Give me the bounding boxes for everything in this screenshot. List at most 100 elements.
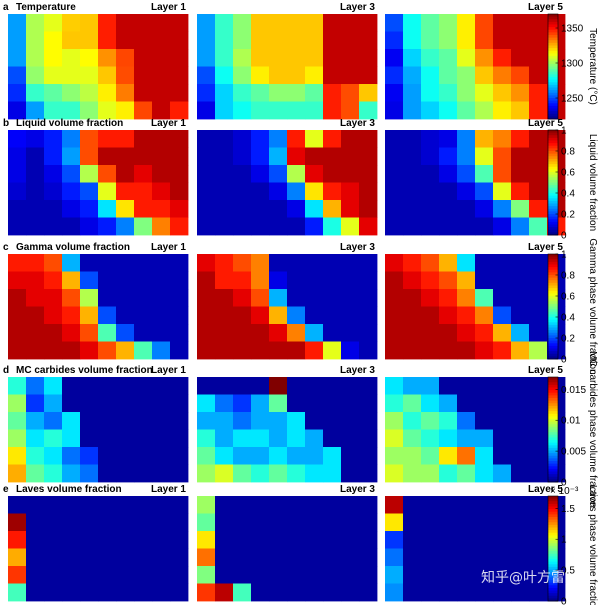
- heatmap-cell: [385, 84, 404, 102]
- heatmap-cell: [421, 548, 440, 567]
- heatmap-cell: [529, 324, 548, 342]
- heatmap-cell: [439, 182, 458, 201]
- heatmap-cell: [44, 254, 63, 272]
- heatmap-cell: [403, 412, 422, 430]
- heatmap-cell: [26, 49, 45, 67]
- colorbar-segment: [548, 40, 558, 44]
- colorbar-segment: [548, 461, 558, 465]
- heatmap-cell: [439, 49, 458, 67]
- heatmap-cell: [403, 447, 422, 465]
- heatmap-cell: [511, 341, 530, 360]
- heatmap-cell: [269, 271, 288, 290]
- heatmap-cell: [323, 289, 342, 307]
- heatmap-cell: [80, 394, 99, 413]
- heatmap-cell: [152, 49, 171, 67]
- heatmap-cell: [62, 217, 81, 236]
- colorbar-segment: [548, 405, 558, 409]
- colorbar-segment: [548, 261, 558, 265]
- colorbar-segment: [548, 193, 558, 197]
- heatmap-cell: [457, 412, 476, 430]
- heatmap-cell: [439, 289, 458, 307]
- heatmap-cell: [197, 254, 216, 272]
- heatmap-cell: [457, 548, 476, 567]
- colorbar-segment: [548, 166, 558, 170]
- heatmap-cell: [80, 412, 99, 430]
- colorbar-segment: [548, 390, 558, 394]
- heatmap-cell: [269, 130, 288, 148]
- heatmap-cell: [134, 341, 153, 360]
- heatmap-cell: [170, 583, 189, 602]
- heatmap-cell: [475, 583, 494, 602]
- heatmap-cell: [62, 496, 81, 514]
- heatmap-cell: [341, 306, 360, 325]
- heatmap-cell: [457, 254, 476, 272]
- heatmap-cell: [152, 429, 171, 448]
- colorbar-segment: [548, 203, 558, 207]
- heatmap-cell: [116, 324, 135, 342]
- colorbar-segment: [548, 577, 558, 581]
- heatmap-cell: [170, 217, 189, 236]
- heatmap-cell: [116, 583, 135, 602]
- heatmap-cell: [134, 583, 153, 602]
- heatmap-cell: [457, 84, 476, 102]
- heatmap-cell: [170, 496, 189, 514]
- heatmap-cell: [233, 447, 252, 465]
- heatmap-cell: [475, 513, 494, 532]
- heatmap-cell: [8, 513, 27, 532]
- heatmap-cell: [529, 101, 548, 120]
- heatmap-cell: [233, 289, 252, 307]
- colorbar-tick-label: 0.2: [561, 334, 575, 345]
- colorbar-segment: [548, 392, 558, 396]
- heatmap-cell: [323, 377, 342, 395]
- heatmap-cell: [493, 306, 512, 325]
- heatmap-cell: [197, 271, 216, 290]
- colorbar-segment: [548, 474, 558, 478]
- heatmap-cell: [385, 464, 404, 483]
- heatmap-cell: [359, 49, 378, 67]
- heatmap-cell: [62, 66, 81, 85]
- heatmap-cell: [457, 66, 476, 85]
- heatmap-cell: [439, 531, 458, 549]
- colorbar-segment: [548, 317, 558, 321]
- heatmap-cell: [323, 394, 342, 413]
- heatmap-cell: [341, 31, 360, 50]
- colorbar-segment: [548, 182, 558, 186]
- colorbar-segment: [548, 561, 558, 565]
- heatmap-cell: [44, 496, 63, 514]
- colorbar-segment: [548, 143, 558, 147]
- colorbar-segment: [548, 113, 558, 117]
- heatmap-cell: [152, 306, 171, 325]
- heatmap-cell: [98, 217, 117, 236]
- heatmap-cell: [8, 464, 27, 483]
- heatmap-cell: [341, 412, 360, 430]
- heatmap-cell: [511, 147, 530, 166]
- heatmap-cell: [359, 101, 378, 120]
- heatmap-cell: [511, 496, 530, 514]
- heatmap-cell: [170, 84, 189, 102]
- colorbar-segment: [548, 298, 558, 302]
- heatmap-cell: [170, 548, 189, 567]
- heatmap-cell: [8, 531, 27, 549]
- heatmap-cell: [385, 324, 404, 342]
- colorbar-segment: [548, 382, 558, 386]
- heatmap-cell: [269, 429, 288, 448]
- heatmap-cell: [341, 341, 360, 360]
- heatmap-cell: [170, 147, 189, 166]
- heatmap-cell: [421, 566, 440, 584]
- heatmap-cell: [511, 271, 530, 290]
- colorbar-segment: [548, 303, 558, 307]
- colorbar-segment: [548, 50, 558, 54]
- heatmap-cell: [215, 31, 234, 50]
- colorbar-tick-label: 0: [561, 478, 567, 489]
- heatmap-cell: [152, 324, 171, 342]
- heatmap-cell: [457, 341, 476, 360]
- heatmap-cell: [403, 147, 422, 166]
- heatmap-cell: [62, 412, 81, 430]
- heatmap-cell: [403, 531, 422, 549]
- heatmap-cell: [215, 464, 234, 483]
- heatmap-cell: [323, 583, 342, 602]
- heatmap-cell: [529, 513, 548, 532]
- colorbar-segment: [548, 476, 558, 480]
- colorbar-segment: [548, 130, 558, 134]
- heatmap-cell: [341, 377, 360, 395]
